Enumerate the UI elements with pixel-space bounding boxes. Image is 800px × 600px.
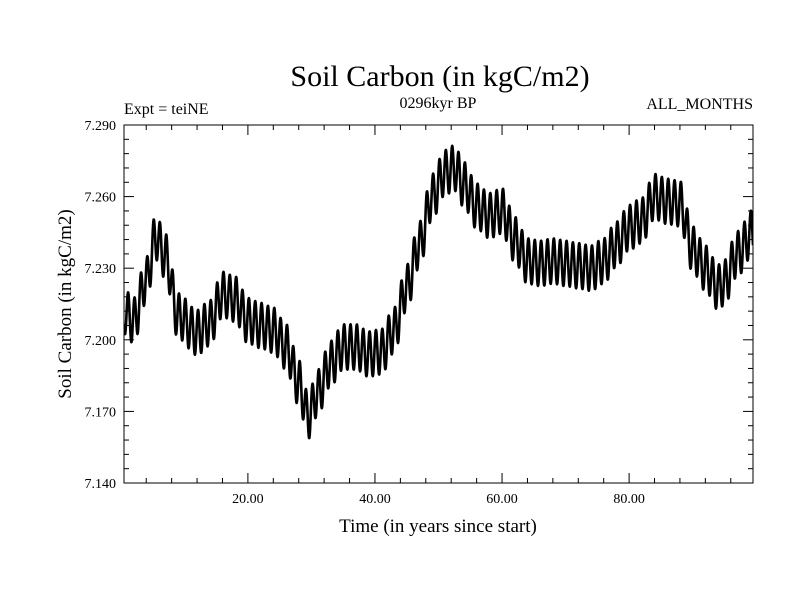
chart-title: Soil Carbon (in kgC/m2) bbox=[290, 60, 589, 93]
experiment-label: Expt = teiNE bbox=[124, 101, 209, 118]
soil-carbon-line bbox=[124, 144, 753, 440]
axis-ticks bbox=[124, 124, 753, 484]
tick-labels: 20.00 40.00 60.00 80.00 7.140 7.170 7.200 7.230… bbox=[85, 119, 645, 507]
x-tick-label: 60.00 bbox=[486, 492, 518, 507]
months-label: ALL_MONTHS bbox=[646, 96, 753, 113]
x-axis-label: Time (in years since start) bbox=[339, 516, 537, 537]
y-tick-label: 7.260 bbox=[85, 191, 117, 206]
x-tick-label: 40.00 bbox=[359, 492, 391, 507]
period-label: 0296kyr BP bbox=[400, 95, 477, 112]
y-tick-label: 7.140 bbox=[85, 477, 117, 492]
plot-frame bbox=[123, 124, 754, 484]
x-tick-label: 80.00 bbox=[613, 492, 645, 507]
x-tick-label: 20.00 bbox=[232, 492, 264, 507]
y-tick-label: 7.200 bbox=[85, 334, 117, 349]
y-tick-label: 7.290 bbox=[85, 119, 117, 134]
y-tick-label: 7.170 bbox=[85, 405, 117, 420]
y-axis-label: Soil Carbon (in kgC/m2) bbox=[55, 209, 76, 398]
y-tick-label: 7.230 bbox=[85, 262, 117, 277]
series-group bbox=[124, 144, 753, 440]
